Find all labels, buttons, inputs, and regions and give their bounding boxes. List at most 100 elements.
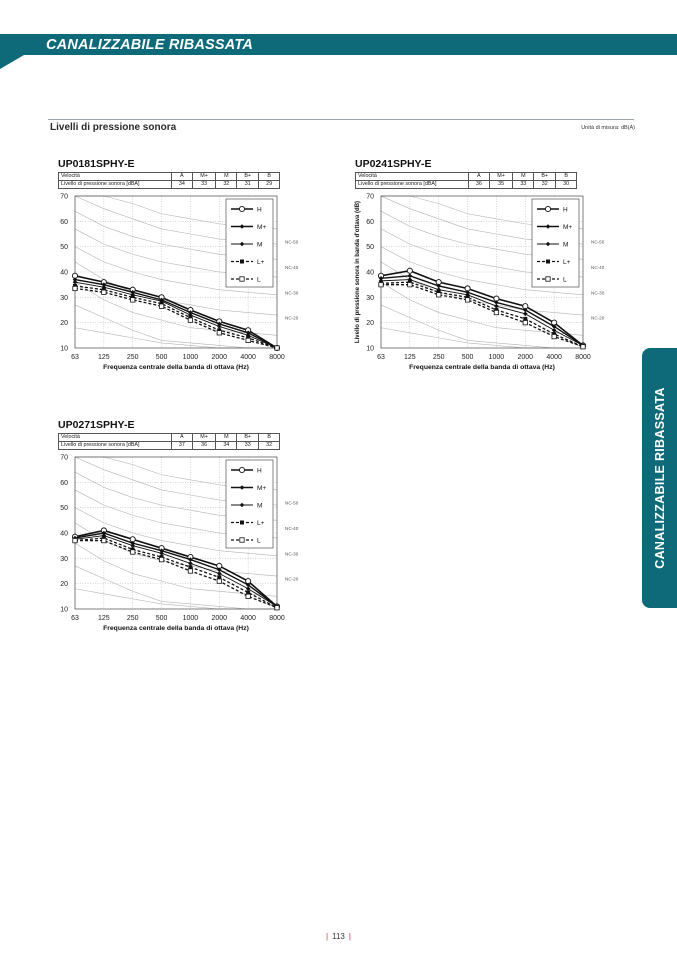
y-tick-label: 40 [60,270,68,277]
series-line-m [74,281,278,349]
legend-marker [545,276,551,282]
legend-marker [240,259,244,264]
level-cell: 30 [555,180,577,189]
x-tick-label: 2000 [211,615,227,622]
x-tick-label: 250 [127,354,139,361]
series-line-m [74,535,278,607]
y-tick-label: 60 [366,219,374,226]
speed-table: Velocità A M+ M B+ B Livello di pression… [58,433,280,450]
nc-curve [74,542,278,597]
chart-plot-2: 10 20 30 40 50 60 70 63 125 250 500 1000 2000 4000 800… [60,455,299,633]
y-axis-label: Livello di pressione sonora in banda d'o… [355,201,361,343]
data-point [494,300,499,305]
nc-label: NC-40 [285,526,299,531]
nc-label: NC-50 [285,240,299,245]
data-point [188,561,193,566]
series-line-l [74,287,278,349]
data-point [101,289,107,295]
y-tick-label: 70 [366,194,374,201]
data-point [101,538,107,544]
data-point [216,578,222,584]
side-tab: CANALIZZABILE RIBASSATA [642,348,677,608]
legend-label: L [257,277,261,284]
data-point [188,310,193,315]
x-tick-label: 500 [156,615,168,622]
data-point [159,298,164,304]
data-point [187,317,194,323]
legend-marker [240,520,244,525]
legend-marker [238,205,246,213]
legend-box [225,459,274,549]
data-point [130,289,136,295]
data-point [493,309,500,316]
level-row-label: Livello di pressione sonora [dBA] [355,180,469,189]
data-point [465,289,470,295]
y-tick-label: 10 [60,346,68,353]
x-tick-label: 2000 [211,354,227,361]
legend-box [225,198,274,288]
x-tick-label: 8000 [269,615,285,622]
level-cell: 32 [533,180,557,189]
y-tick-label: 60 [60,480,68,487]
level-row-label: Livello di pressione sonora [dBA] [58,180,172,189]
data-point [158,303,165,309]
data-point [101,282,107,287]
y-tick-label: 30 [60,295,68,302]
x-tick-label: 250 [127,615,139,622]
y-tick-label: 50 [60,244,68,251]
unit-note: Unità di misura: dB(A) [581,125,635,131]
level-cell: 35 [488,180,514,189]
legend-label: M+ [257,485,266,492]
x-tick-label: 500 [156,354,168,361]
data-point [188,557,193,562]
y-tick-label: 40 [366,270,374,277]
data-point [187,568,194,574]
legend-marker [239,224,245,229]
nc-curve [74,522,278,577]
legend-label: L+ [257,520,265,527]
x-tick-label: 8000 [269,354,285,361]
x-tick-label: 500 [462,354,474,361]
series-line-h [74,275,278,349]
data-point [159,550,164,556]
x-tick-label: 125 [404,354,416,361]
x-tick-label: 4000 [240,615,256,622]
data-point [407,282,413,288]
data-point [130,292,136,298]
data-point [378,282,384,288]
level-cell: 33 [191,180,217,189]
legend-marker [239,276,245,282]
legend-marker [239,537,245,543]
data-point [72,279,78,285]
series-line-lplus [74,537,278,609]
data-point [245,593,251,599]
chart-block-up0181: UP0181SPHY-E Velocità A M+ M B+ B Livell… [58,158,298,189]
level-cell: 32 [258,441,280,450]
nc-curve [380,246,584,296]
speed-table: Velocità A M+ M B+ B Livello di pression… [58,172,280,189]
data-point [274,605,280,611]
legend-label: M [257,503,262,510]
y-tick-label: 30 [60,556,68,563]
y-tick-label: 50 [60,505,68,512]
x-tick-label: 63 [377,354,385,361]
legend-label: H [257,468,262,475]
legend-label: M [257,242,262,249]
model-title: UP0241SPHY-E [355,158,432,170]
nc-curve [74,304,277,349]
nc-label: NC-50 [591,240,605,245]
data-point [216,567,222,573]
speed-table: Velocità A M+ M B+ B Livello di pression… [355,172,577,189]
level-row-label: Livello di pressione sonora [dBA] [58,441,172,450]
data-point [216,330,222,336]
data-point [523,316,528,321]
data-point [216,321,222,327]
model-title: UP0181SPHY-E [58,158,135,170]
data-point [522,307,528,313]
legend-marker [545,241,551,247]
nc-label: NC-20 [285,316,299,321]
header-banner [0,34,677,55]
series-line-mplus [74,532,278,608]
legend-label: M+ [257,224,266,231]
data-point [130,543,136,548]
